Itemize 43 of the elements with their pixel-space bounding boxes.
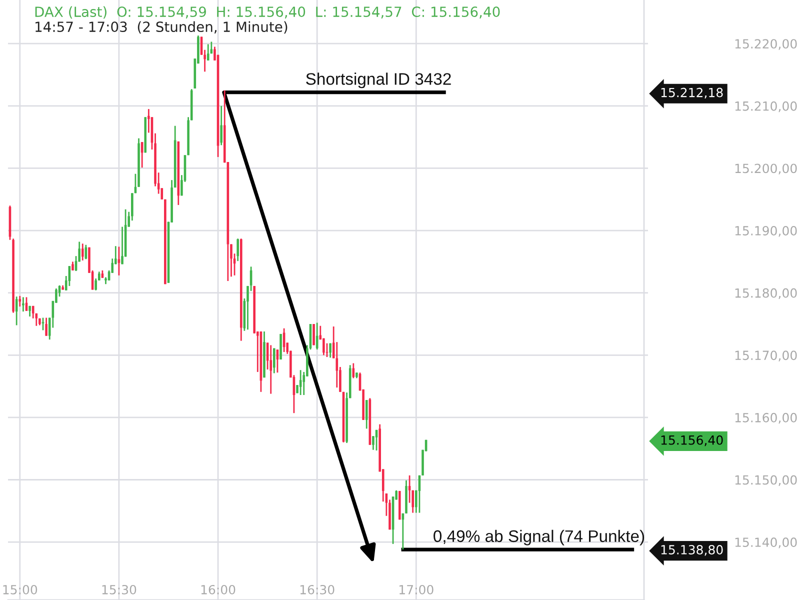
candlestick xyxy=(32,305,34,320)
candlestick xyxy=(365,399,368,430)
candlestick xyxy=(352,362,355,379)
y-tick-label: 15.220,00 xyxy=(735,39,797,50)
chart-title: DAX (Last) O: 15.154,59 H: 15.156,40 L: 15.154,57 C: 15.156,40 xyxy=(35,6,500,19)
y2-tick-label: 15.138,80 xyxy=(661,545,723,556)
candlestick xyxy=(45,317,48,337)
y2-tick-label: 15.156,40 xyxy=(661,435,723,446)
candlestick xyxy=(273,348,276,374)
y-tick-label: 15.190,00 xyxy=(735,226,797,237)
y-tick-label: 15.150,00 xyxy=(735,475,797,486)
y-tick-label: 15.140,00 xyxy=(735,538,797,548)
candlestick xyxy=(18,295,22,308)
x-tick-label: 16:30 xyxy=(300,584,334,594)
annotation: Shortsignal ID 3432 xyxy=(306,72,451,88)
y-tick-label: 15.180,00 xyxy=(735,288,797,300)
candlestick xyxy=(81,242,84,262)
candlestick xyxy=(408,474,411,504)
candlestick xyxy=(22,296,24,312)
candlestick xyxy=(42,317,44,331)
y-tick-label: 15.210,00 xyxy=(735,101,797,112)
text: 14:57 - 17:03 (2 Stunden, 1 Minute) xyxy=(36,21,288,34)
candlestick xyxy=(35,312,38,327)
candlestick xyxy=(94,278,97,292)
y2-tick-label: 15.212,18 xyxy=(661,88,723,99)
y-tick-label: 15.200,00 xyxy=(735,164,797,174)
candlestick xyxy=(48,317,51,340)
annotation: 0,49% ab Signal (74 Punkte) xyxy=(434,530,644,546)
candlestick xyxy=(329,342,332,358)
candlestick xyxy=(206,44,210,62)
candlestick xyxy=(322,338,325,356)
candlestick xyxy=(230,244,232,278)
x-tick-label: 15:30 xyxy=(102,584,136,594)
candlestick xyxy=(121,226,124,265)
x-tick-label: 16:00 xyxy=(201,584,236,594)
candlestick xyxy=(118,246,120,276)
candlestick xyxy=(236,238,239,262)
y-tick-label: 15.170,00 xyxy=(735,350,797,362)
x-tick-label: 15:00 xyxy=(3,584,38,594)
y-tick-label: 15.160,00 xyxy=(735,412,797,424)
candlestick xyxy=(270,344,272,394)
candlestick xyxy=(220,105,222,146)
x-tick-label: 17:00 xyxy=(400,584,434,594)
